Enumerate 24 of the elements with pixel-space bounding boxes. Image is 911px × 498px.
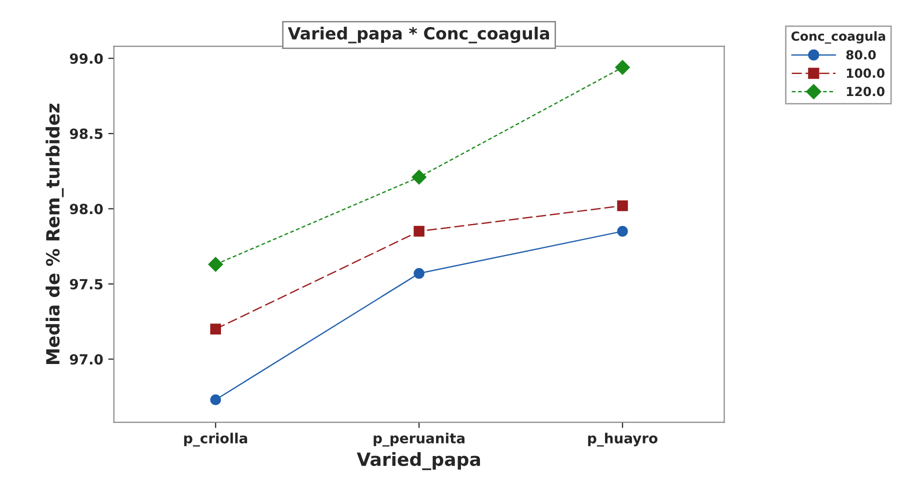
point — [615, 60, 630, 75]
point — [412, 170, 426, 185]
x-tick-label: p_peruanita — [374, 432, 464, 447]
y-tick-label: 98.5 — [70, 128, 102, 140]
legend-label: 100.0 — [846, 68, 884, 78]
point — [208, 256, 223, 272]
x-tick-label: p_huayro — [588, 432, 658, 447]
y-tick-label: 99.0 — [70, 53, 103, 64]
chart-title: Varied_papa * Conc_coagula — [288, 26, 549, 44]
legend-title: Conc_coagula — [791, 31, 886, 44]
legend-label: 80.0 — [846, 50, 876, 60]
x-tick-label: p_criolla — [184, 432, 248, 447]
point — [210, 394, 221, 406]
x-axis-title: Varied_papa — [356, 452, 480, 470]
y-axis-title: Media de % Rem_turbidez — [46, 104, 64, 364]
y-tick-label: 97.5 — [70, 278, 102, 290]
point — [210, 324, 221, 334]
y-tick-label: 98.0 — [70, 204, 103, 214]
point — [414, 268, 424, 279]
y-tick-label: 97.0 — [70, 354, 103, 365]
legend-label: 120.0 — [846, 86, 884, 96]
point — [617, 200, 628, 212]
point — [617, 226, 628, 237]
point — [414, 226, 424, 237]
